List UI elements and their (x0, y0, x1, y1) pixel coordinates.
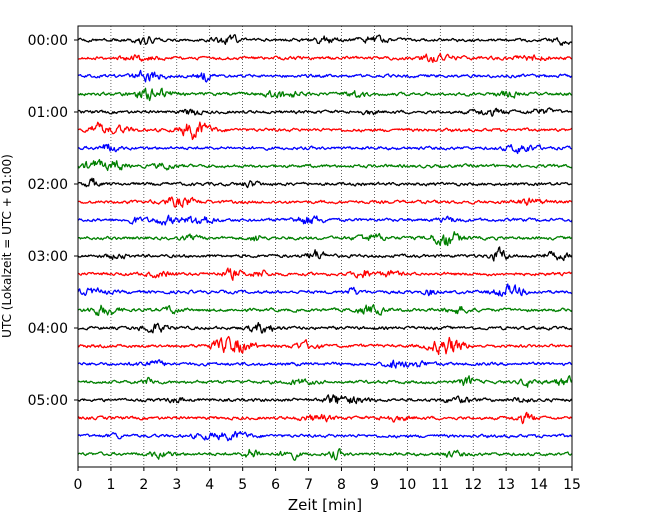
seismogram-trace (78, 35, 572, 46)
seismogram-trace (78, 178, 572, 187)
seismogram-trace (78, 215, 572, 225)
y-tick-label: 05:00 (28, 393, 68, 409)
x-tick-label: 12 (464, 477, 482, 493)
seismogram-trace (78, 247, 572, 261)
seismogram-trace (78, 122, 572, 139)
seismogram-trace (78, 70, 572, 81)
seismogram-trace (78, 376, 572, 387)
x-tick-label: 1 (106, 477, 115, 493)
x-axis: 0 1 2 3 4 5 6 7 8 9 10 11 12 13 14 15 (74, 467, 581, 493)
seismogram-trace (78, 449, 572, 461)
seismogram-trace (78, 323, 572, 333)
x-tick-label: 13 (497, 477, 515, 493)
seismogram-trace (78, 108, 572, 116)
x-axis-label: Zeit [min] (288, 496, 362, 514)
x-tick-label: 0 (74, 477, 83, 493)
trace-group (78, 35, 572, 460)
y-tick-label: 02:00 (28, 177, 68, 193)
x-tick-label: 10 (398, 477, 416, 493)
seismogram-trace (78, 337, 572, 355)
seismogram-trace (78, 53, 572, 62)
y-tick-label: 00:00 (28, 33, 68, 49)
y-axis: 00:00 01:00 02:00 03:00 04:00 05:00 (28, 33, 78, 409)
y-tick-label: 03:00 (28, 249, 68, 265)
x-tick-label: 4 (205, 477, 214, 493)
x-tick-label: 11 (431, 477, 449, 493)
seismogram-trace (78, 232, 572, 246)
seismogram-trace (78, 395, 572, 404)
x-tick-label: 9 (370, 477, 379, 493)
x-tick-label: 5 (238, 477, 247, 493)
x-tick-label: 6 (271, 477, 280, 493)
seismogram-trace (78, 431, 572, 440)
seismogram-trace (78, 284, 572, 296)
x-tick-label: 8 (337, 477, 346, 493)
seismogram-trace (78, 268, 572, 280)
seismogram-trace (78, 160, 572, 171)
y-tick-label: 04:00 (28, 321, 68, 337)
x-tick-label: 14 (530, 477, 548, 493)
y-tick-label: 01:00 (28, 105, 68, 121)
x-tick-label: 15 (563, 477, 581, 493)
x-tick-label: 3 (172, 477, 181, 493)
y-axis-label: UTC (Lokalzeit = UTC + 01:00) (0, 154, 14, 338)
seismogram-trace (78, 412, 572, 423)
x-tick-label: 2 (139, 477, 148, 493)
seismogram-trace (78, 144, 572, 153)
x-tick-label: 7 (304, 477, 313, 493)
seismogram-trace (78, 305, 572, 316)
seismogram-trace (78, 197, 572, 207)
seismogram-trace (78, 360, 572, 368)
seismogram-trace (78, 88, 572, 100)
